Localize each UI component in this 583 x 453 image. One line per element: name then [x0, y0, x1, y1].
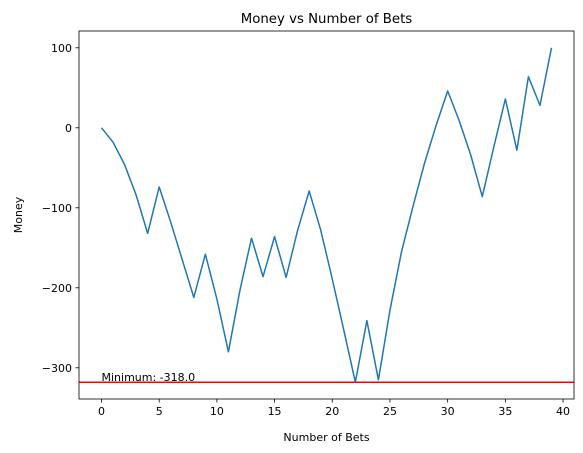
x-tick-label: 10: [210, 405, 224, 418]
y-tick-label: −100: [42, 202, 72, 215]
x-tick-label: 40: [556, 405, 570, 418]
x-tick-label: 20: [325, 405, 339, 418]
y-tick-label: 100: [51, 42, 72, 55]
plot-area: [79, 47, 574, 383]
x-tick-label: 25: [383, 405, 397, 418]
money-series-line: [100, 47, 553, 383]
x-tick-label: 5: [156, 405, 163, 418]
x-tick-label: 15: [268, 405, 282, 418]
y-tick-label: 0: [65, 122, 72, 135]
y-axis-label: Money: [12, 196, 25, 233]
y-tick-label: −200: [42, 282, 72, 295]
chart-title: Money vs Number of Bets: [241, 12, 413, 27]
x-tick-label: 30: [441, 405, 455, 418]
x-tick-label: 0: [98, 405, 105, 418]
x-tick-label: 35: [498, 405, 512, 418]
minimum-annotation: Minimum: -318.0: [102, 371, 196, 384]
x-axis-label: Number of Bets: [283, 431, 369, 444]
y-tick-label: −300: [42, 362, 72, 375]
y-axis-ticks: −300 −200 −100 0 100: [42, 42, 79, 375]
x-axis-ticks: 0 5 10 15 20 25 30 35 40: [98, 399, 570, 418]
plot-frame: [78, 30, 575, 400]
